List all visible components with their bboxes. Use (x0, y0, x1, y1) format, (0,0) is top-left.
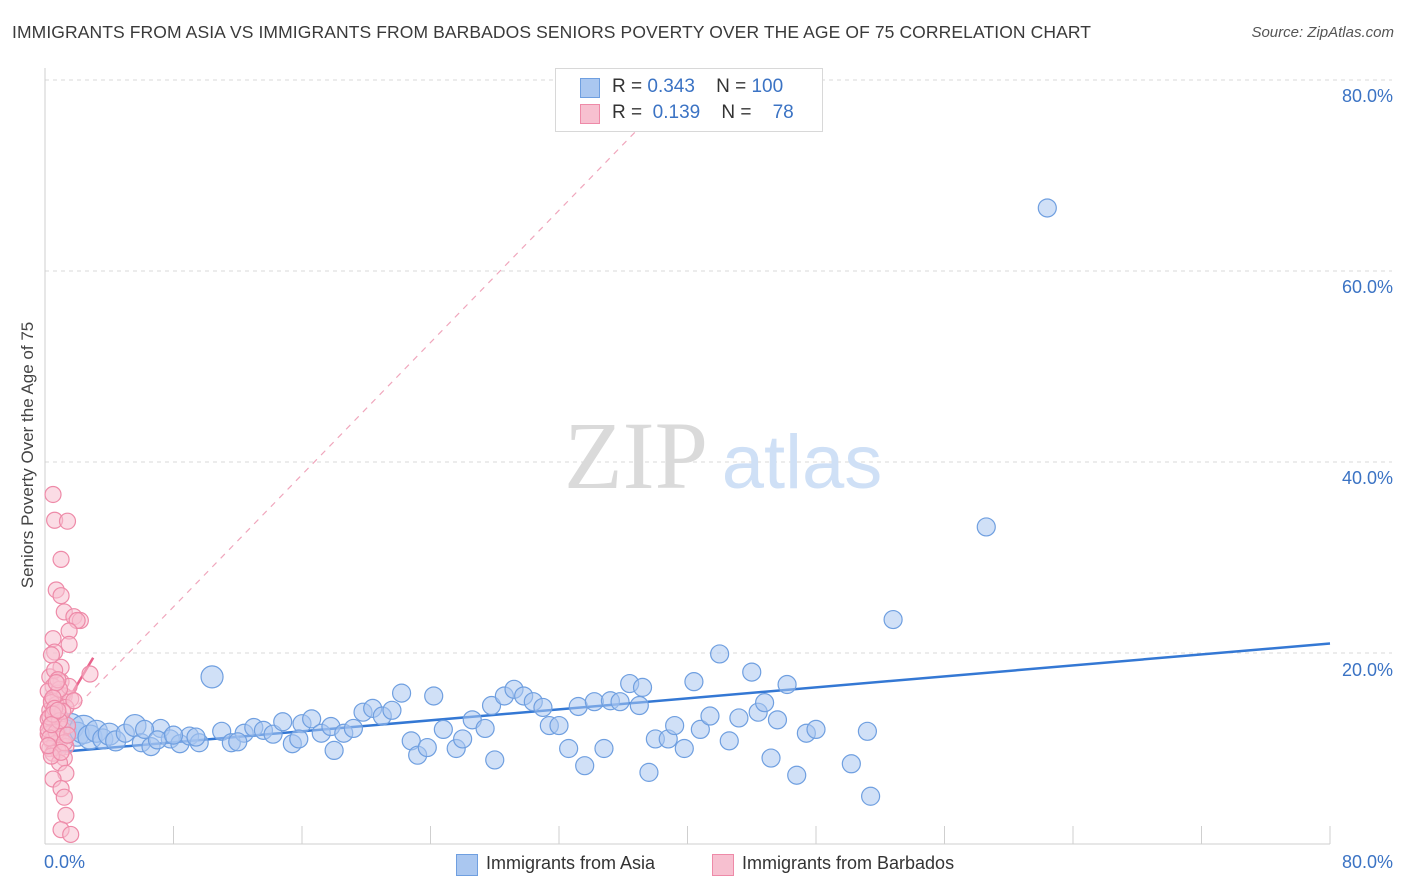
legend-swatch-barbados (712, 854, 734, 876)
grid-lines (45, 79, 1392, 654)
legend-r-value-barbados: 0.139 (652, 102, 701, 123)
data-point-barbados (62, 825, 80, 844)
data-point-barbados (52, 550, 70, 569)
data-point-asia (742, 662, 762, 682)
data-point-asia (186, 727, 206, 747)
data-point-asia (273, 712, 293, 732)
data-point-asia (719, 731, 739, 751)
watermark: ZIP atlas (564, 402, 882, 509)
correlation-legend: R = 0.343 N = 100 R = 0.139 N = 78 (555, 68, 823, 132)
data-point-asia (559, 738, 579, 759)
data-point-asia (754, 693, 775, 713)
y-tick-20: 20.0% (1341, 660, 1393, 680)
data-point-asia (485, 750, 505, 770)
data-point-asia (568, 696, 588, 717)
data-point-asia (806, 719, 826, 740)
legend-n-value-barbados: 78 (772, 102, 794, 123)
data-point-asia (761, 748, 781, 768)
data-points (39, 198, 1057, 844)
y-tick-60: 60.0% (1341, 277, 1393, 297)
data-point-asia (883, 609, 903, 630)
data-point-asia (343, 718, 363, 739)
data-point-asia (700, 706, 720, 726)
legend-n-label: N = (716, 76, 747, 97)
data-point-barbados (49, 701, 67, 719)
y-axis-label: Seniors Poverty Over the Age of 75 (18, 321, 37, 589)
legend-n-label: N = (721, 102, 752, 123)
data-point-asia (584, 692, 604, 712)
data-point-asia (417, 737, 437, 758)
data-point-asia (787, 765, 807, 785)
watermark-atlas: atlas (722, 420, 883, 505)
data-point-asia (857, 721, 878, 741)
data-point-asia (767, 710, 788, 730)
data-point-asia (481, 695, 502, 716)
chart-title: IMMIGRANTS FROM ASIA VS IMMIGRANTS FROM … (12, 22, 1092, 42)
watermark-zip: ZIP (564, 402, 708, 509)
data-point-asia (533, 697, 553, 718)
data-point-asia (382, 700, 402, 720)
data-point-barbados (52, 743, 70, 761)
data-point-asia (594, 738, 614, 759)
data-point-asia (302, 709, 322, 729)
data-point-asia (976, 517, 996, 537)
legend-r-label: R = (612, 102, 643, 123)
data-point-barbados (65, 692, 83, 710)
data-point-asia (324, 740, 344, 761)
data-point-asia (200, 665, 224, 689)
data-point-asia (632, 677, 653, 697)
data-point-asia (861, 786, 881, 806)
data-point-asia (629, 695, 649, 716)
data-point-barbados (44, 485, 62, 504)
data-point-asia (163, 725, 184, 745)
data-point-asia (610, 692, 630, 712)
data-point-asia (549, 715, 569, 736)
data-point-asia (684, 672, 704, 692)
trend-line-extended-barbados (44, 127, 640, 740)
data-point-barbados (58, 512, 77, 530)
legend-r-label: R = (612, 76, 643, 97)
legend-label-asia: Immigrants from Asia (486, 853, 656, 873)
data-point-asia (639, 762, 659, 782)
data-point-asia (453, 729, 473, 749)
legend-swatch-barbados (580, 104, 600, 124)
data-point-asia (729, 708, 749, 728)
x-tick-left: 0.0% (44, 852, 86, 872)
data-point-barbados (60, 635, 78, 654)
legend-swatch-asia (580, 78, 600, 98)
data-point-barbados (55, 788, 73, 806)
data-point-asia (289, 729, 309, 749)
data-point-asia (690, 719, 710, 740)
data-point-asia (777, 674, 797, 695)
data-point-barbados (81, 665, 99, 683)
data-point-asia (1037, 198, 1057, 218)
x-tick-right: 80.0% (1341, 852, 1393, 872)
data-point-asia (665, 715, 685, 736)
data-point-barbados (47, 674, 65, 692)
data-point-asia (424, 686, 444, 706)
legend-swatch-asia (456, 854, 478, 876)
y-tick-40: 40.0% (1341, 468, 1393, 488)
data-point-barbados (58, 726, 77, 744)
data-point-asia (147, 730, 168, 750)
data-point-barbados (57, 806, 75, 824)
data-point-asia (710, 644, 730, 664)
data-point-asia (228, 732, 248, 752)
legend-r-value-asia: 0.343 (647, 76, 695, 97)
data-point-asia (841, 754, 861, 774)
data-point-asia (674, 738, 694, 759)
data-point-asia (475, 718, 495, 739)
data-point-asia (433, 719, 453, 740)
chart-source: Source: ZipAtlas.com (1251, 24, 1394, 41)
data-point-barbados (42, 716, 61, 734)
legend-n-value-asia: 100 (751, 76, 784, 97)
y-tick-80: 80.0% (1341, 86, 1393, 106)
data-point-barbados (52, 587, 70, 605)
data-point-asia (391, 683, 412, 703)
data-point-asia (134, 719, 155, 740)
series-legend: Immigrants from Asia Immigrants from Bar… (0, 852, 1406, 876)
legend-label-barbados: Immigrants from Barbados (742, 853, 955, 873)
data-point-asia (575, 756, 595, 776)
